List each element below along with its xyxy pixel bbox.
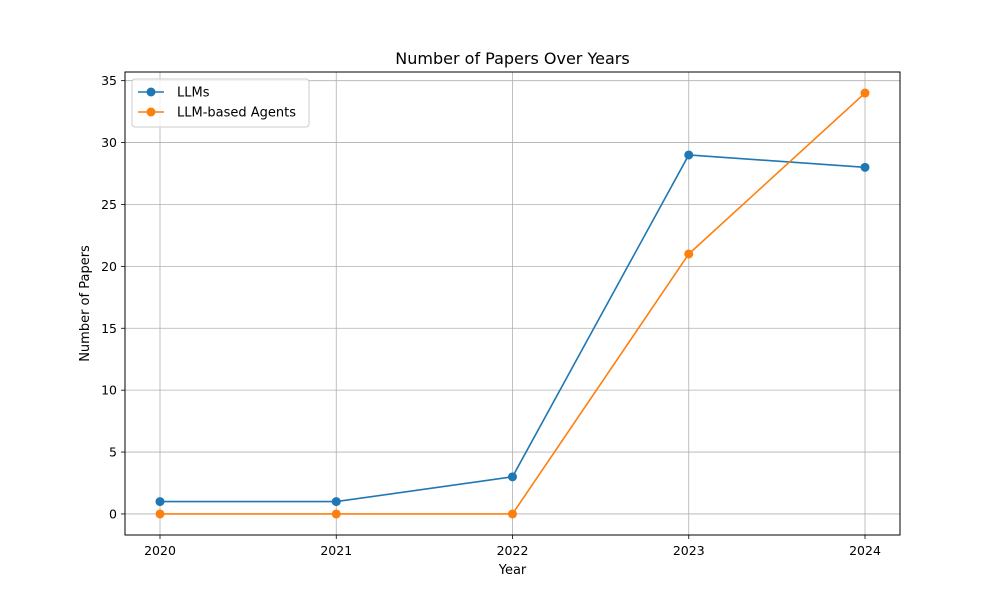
x-tick-label: 2022 xyxy=(497,543,529,558)
legend-swatch-marker xyxy=(146,107,156,117)
x-axis-label: Year xyxy=(498,563,527,578)
y-tick-label: 15 xyxy=(101,321,117,336)
series-llm-based-agents xyxy=(155,88,870,519)
data-point-llm-based-agents xyxy=(508,509,517,519)
data-point-llm-based-agents xyxy=(860,88,870,98)
grid xyxy=(125,72,900,535)
y-tick-label: 0 xyxy=(109,506,117,521)
y-tick-label: 5 xyxy=(109,445,117,460)
data-point-llms xyxy=(860,162,870,172)
x-tick-label: 2021 xyxy=(320,543,352,558)
legend-swatch-marker xyxy=(146,87,156,97)
series-llms xyxy=(155,150,870,507)
legend-label: LLM-based Agents xyxy=(177,106,296,121)
y-tick-label: 35 xyxy=(101,73,117,88)
series-layer xyxy=(155,88,870,519)
x-tick-label: 2023 xyxy=(673,543,705,558)
legend-box xyxy=(131,78,310,128)
chart-title: Number of Papers Over Years xyxy=(395,49,629,68)
y-axis-label: Number of Papers xyxy=(78,245,93,362)
data-point-llms xyxy=(684,150,694,160)
ticks: 2020 2021 2022 2023 2024 0 5 10 15 20 25 30 35 xyxy=(101,73,881,558)
y-tick-label: 20 xyxy=(101,259,117,274)
legend: LLMs LLM-based Agents xyxy=(131,78,310,128)
data-point-llm-based-agents xyxy=(684,249,694,259)
data-point-llms xyxy=(331,497,341,507)
data-point-llm-based-agents xyxy=(331,509,341,519)
x-tick-label: 2024 xyxy=(849,543,881,558)
y-tick-label: 10 xyxy=(101,383,117,398)
y-tick-label: 30 xyxy=(101,135,117,150)
y-tick-label: 25 xyxy=(101,197,117,212)
data-point-llms xyxy=(155,497,165,507)
data-point-llm-based-agents xyxy=(155,509,165,519)
x-tick-label: 2020 xyxy=(144,543,176,558)
data-point-llms xyxy=(508,472,517,482)
legend-label: LLMs xyxy=(177,86,210,101)
